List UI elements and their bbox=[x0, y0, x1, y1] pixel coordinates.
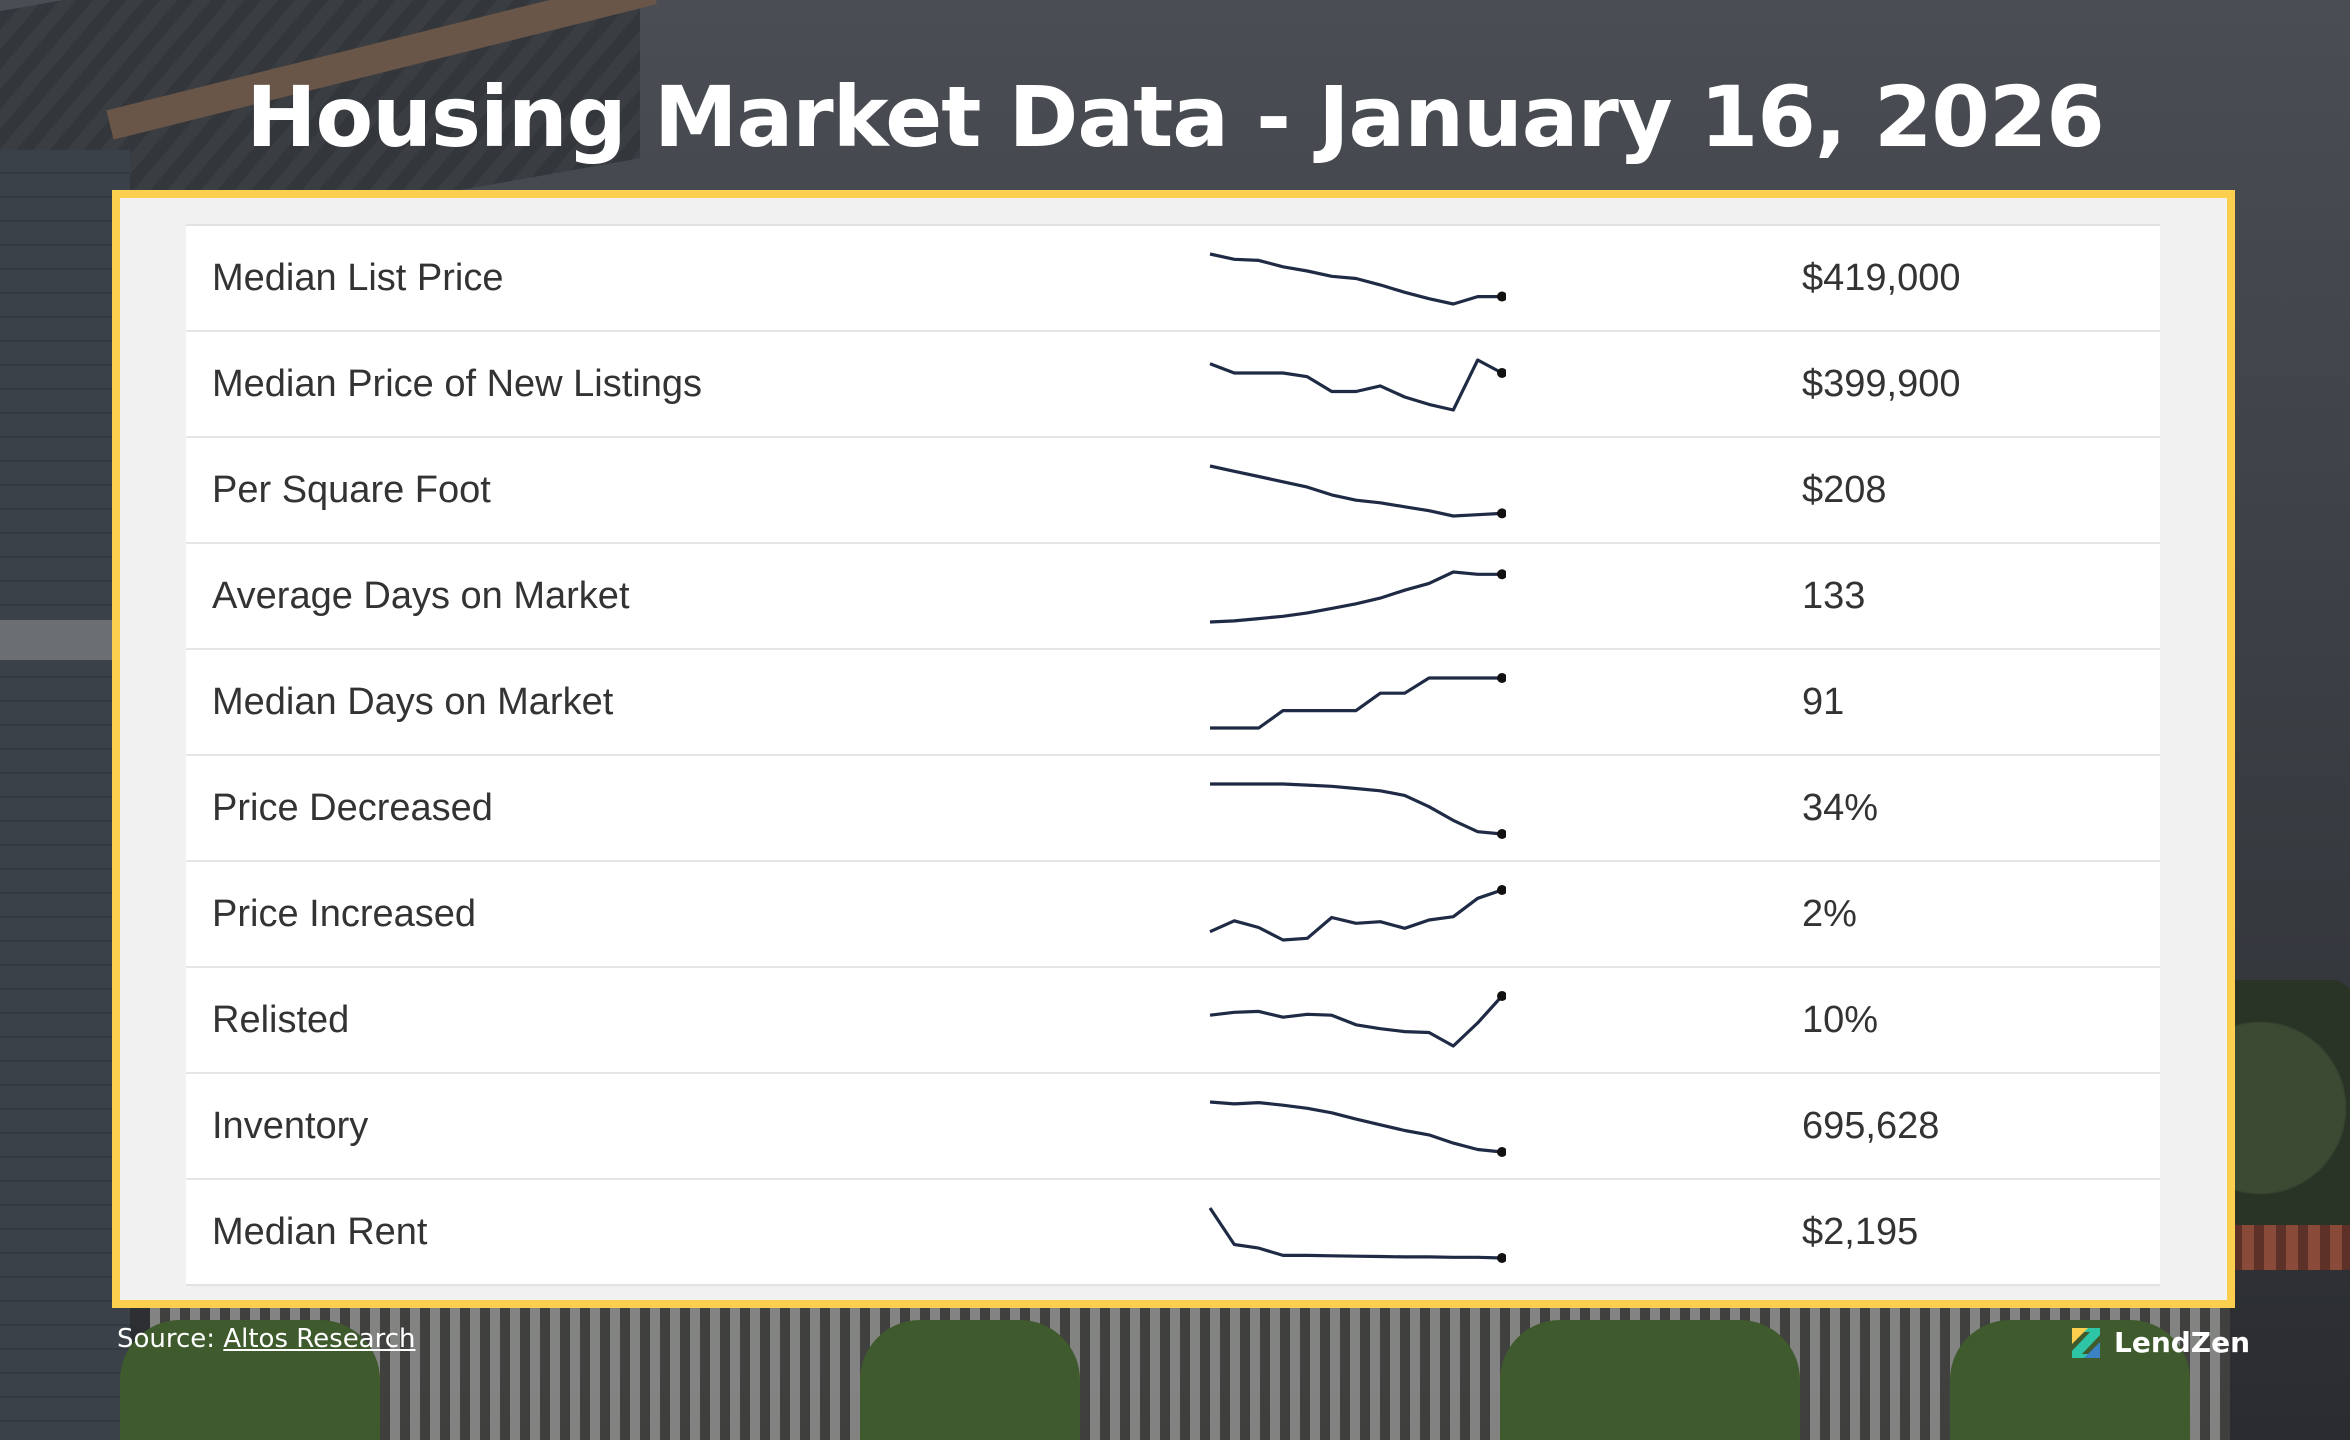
metric-value: 695,628 bbox=[1802, 1105, 1940, 1147]
table-row: Median Days on Market 91 bbox=[186, 650, 2160, 756]
metric-label: Price Increased bbox=[212, 893, 477, 935]
trend-sparkline bbox=[1209, 569, 1506, 624]
table-row: Relisted 10% bbox=[186, 968, 2160, 1074]
sparkline-line bbox=[1208, 1207, 1503, 1260]
sparkline-line bbox=[1209, 570, 1502, 624]
sparkline-end-point bbox=[1497, 367, 1506, 378]
sparkline-end-point bbox=[1497, 991, 1506, 1001]
metric-value: $208 bbox=[1802, 469, 1887, 511]
sparkline-line bbox=[1209, 464, 1503, 518]
table-row: Per Square Foot $208 bbox=[186, 438, 2160, 544]
trend-sparkline bbox=[1209, 464, 1506, 519]
metric-value: 34% bbox=[1802, 787, 1879, 829]
metric-label: Per Square Foot bbox=[212, 469, 491, 511]
trend-sparkline bbox=[1208, 1207, 1506, 1263]
table-row: Price Decreased 34% bbox=[186, 756, 2160, 862]
trend-sparkline bbox=[1209, 885, 1506, 942]
metric-label: Median Price of New Listings bbox=[212, 363, 702, 405]
trend-sparkline bbox=[1210, 782, 1506, 839]
table-row: Price Increased 2% bbox=[186, 862, 2160, 968]
trend-sparkline bbox=[1209, 252, 1506, 306]
page-title: Housing Market Data - January 16, 2026 bbox=[246, 68, 2105, 166]
sparkline-end-point bbox=[1497, 569, 1506, 580]
market-data-table: Median List Price $419,000 Median Price of… bbox=[186, 224, 2160, 1286]
table-row: Median List Price $419,000 bbox=[186, 226, 2160, 332]
brand-name: LendZen bbox=[2114, 1325, 2251, 1359]
sparkline-line bbox=[1209, 252, 1502, 306]
source-prefix: Source: bbox=[117, 1324, 224, 1354]
table-row: Median Price of New Listings $399,900 bbox=[186, 332, 2160, 438]
source-credit: Source: Altos Research bbox=[117, 1324, 416, 1354]
metric-value: $419,000 bbox=[1802, 257, 1961, 299]
metric-value: 133 bbox=[1802, 575, 1866, 617]
sparkline-line bbox=[1209, 1100, 1503, 1154]
sparkline-end-point bbox=[1497, 829, 1506, 839]
metric-label: Median Rent bbox=[212, 1211, 428, 1253]
metric-label: Average Days on Market bbox=[212, 575, 630, 617]
metric-value: 2% bbox=[1802, 893, 1857, 935]
sparkline-end-point bbox=[1497, 1253, 1506, 1263]
table-row: Average Days on Market 133 bbox=[186, 544, 2160, 650]
metric-label: Inventory bbox=[212, 1105, 369, 1147]
trend-sparkline bbox=[1210, 673, 1506, 730]
sparkline-line bbox=[1209, 358, 1503, 412]
sparkline-end-point bbox=[1497, 508, 1506, 519]
sparkline-line bbox=[1210, 782, 1503, 836]
brand-logo: LendZen bbox=[2068, 1322, 2250, 1362]
table-row: Inventory 695,628 bbox=[186, 1074, 2160, 1180]
metric-label: Relisted bbox=[212, 999, 350, 1041]
lendzen-logo-icon bbox=[2072, 1328, 2100, 1358]
trend-sparkline bbox=[1209, 1100, 1506, 1157]
metric-label: Median List Price bbox=[212, 257, 504, 299]
sparkline-line bbox=[1210, 676, 1502, 730]
sparkline-line bbox=[1209, 888, 1503, 942]
metric-label: Median Days on Market bbox=[212, 681, 614, 723]
data-panel: Median List Price $419,000 Median Price of… bbox=[112, 190, 2235, 1308]
source-link[interactable]: Altos Research bbox=[223, 1324, 416, 1354]
trend-sparkline bbox=[1209, 991, 1506, 1048]
trend-sparkline bbox=[1209, 358, 1506, 412]
sparkline-end-point bbox=[1497, 673, 1506, 683]
metric-value: $399,900 bbox=[1802, 363, 1961, 405]
metric-label: Price Decreased bbox=[212, 787, 493, 829]
sparkline-end-point bbox=[1497, 291, 1506, 302]
table-row: Median Rent $2,195 bbox=[186, 1180, 2160, 1286]
metric-value: 10% bbox=[1802, 999, 1879, 1041]
sparkline-end-point bbox=[1497, 885, 1506, 895]
sparkline-line bbox=[1209, 994, 1504, 1048]
metric-value: $2,195 bbox=[1802, 1211, 1919, 1253]
metric-value: 91 bbox=[1802, 681, 1845, 723]
sparkline-end-point bbox=[1497, 1147, 1506, 1157]
